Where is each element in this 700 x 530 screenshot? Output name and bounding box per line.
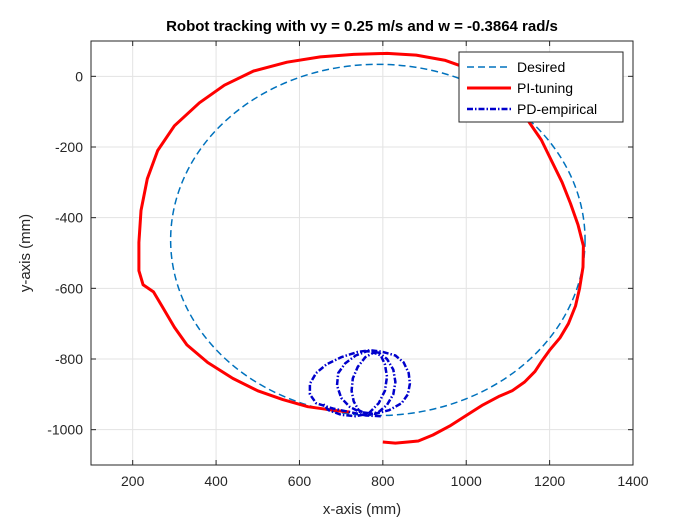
legend-label: PI-tuning bbox=[517, 80, 573, 96]
y-tick-label: 0 bbox=[75, 68, 83, 84]
y-axis-label: y-axis (mm) bbox=[17, 214, 34, 292]
y-tick-label: -200 bbox=[55, 139, 83, 155]
x-tick-label: 800 bbox=[371, 473, 395, 489]
legend: Desired PI-tuning PD-empirical bbox=[458, 51, 624, 123]
chart-title: Robot tracking with vy = 0.25 m/s and w … bbox=[166, 18, 558, 35]
ticks: 200 400 600 800 1000 1200 1400 0 -200 -400 -600 -80… bbox=[47, 41, 649, 489]
x-tick-label: 200 bbox=[121, 473, 145, 489]
legend-label: PD-empirical bbox=[517, 101, 597, 117]
y-tick-label: -800 bbox=[55, 351, 83, 367]
legend-label: Desired bbox=[517, 59, 565, 75]
y-tick-label: -600 bbox=[55, 280, 83, 296]
x-tick-label: 1400 bbox=[617, 473, 648, 489]
x-axis-label: x-axis (mm) bbox=[323, 501, 401, 518]
series-pd-empirical-line bbox=[308, 348, 412, 418]
grid bbox=[91, 41, 634, 465]
x-tick-label: 1000 bbox=[451, 473, 482, 489]
x-tick-label: 600 bbox=[288, 473, 312, 489]
x-tick-label: 1200 bbox=[534, 473, 565, 489]
x-tick-label: 400 bbox=[204, 473, 228, 489]
y-tick-label: -1000 bbox=[47, 422, 83, 438]
axes-box bbox=[90, 40, 634, 466]
y-tick-label: -400 bbox=[55, 210, 83, 226]
